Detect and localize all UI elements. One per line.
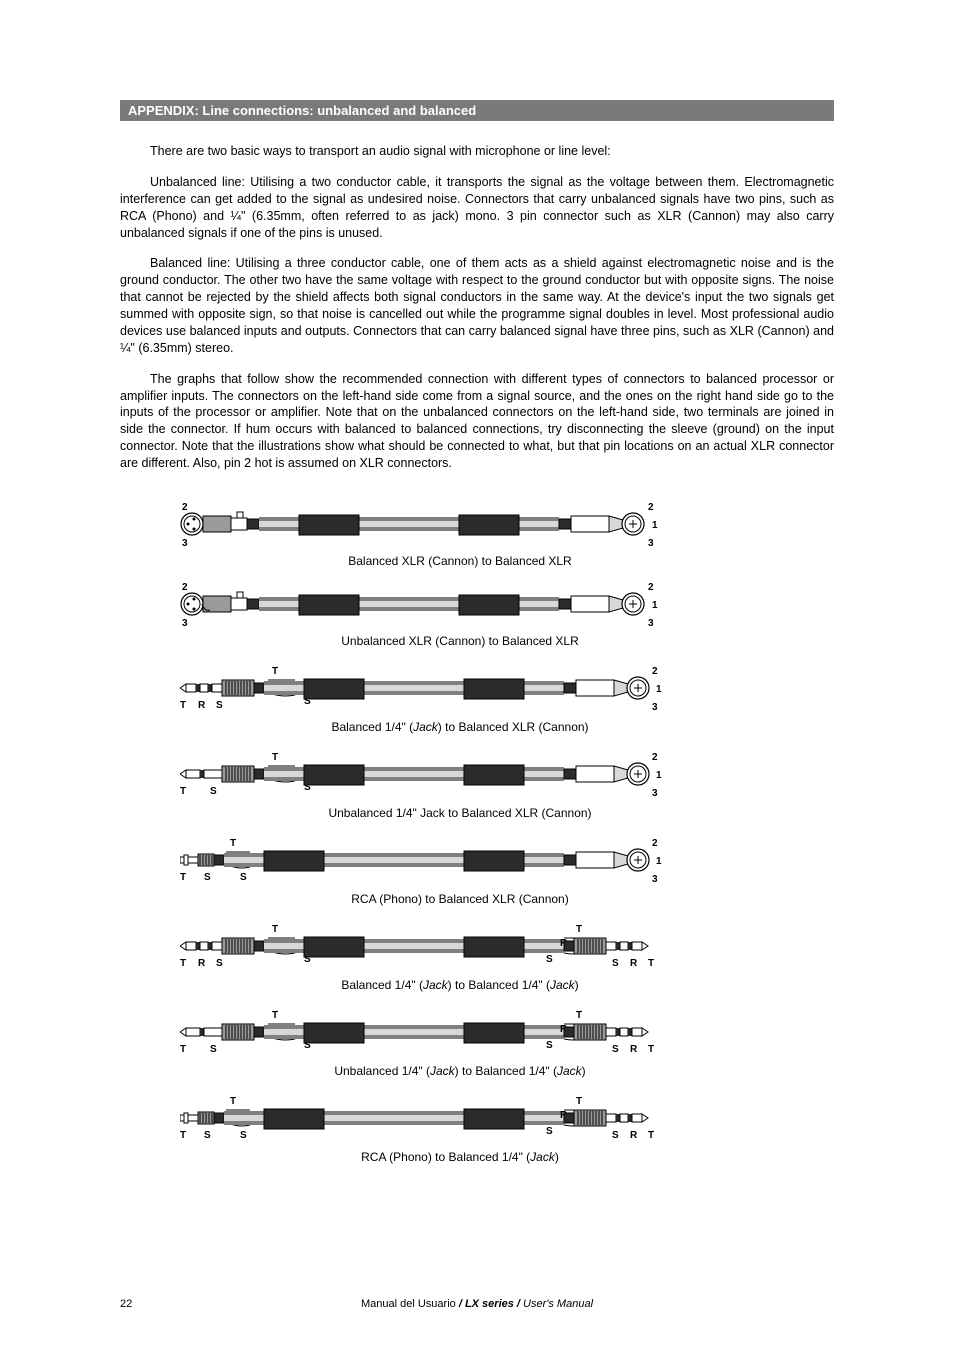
diagram-8-caption: RCA (Phono) to Balanced 1/4" (Jack) bbox=[180, 1150, 740, 1164]
page-footer: 22 Manual del Usuario / LX series / User… bbox=[120, 1298, 834, 1310]
svg-text:1: 1 bbox=[656, 856, 662, 867]
diagram-4: T S T S 2 1 3 Unbalanced 1/4" Jack to Ba… bbox=[180, 748, 740, 820]
diagram-2: 2 1 3 2 1 3 Unbalanced XLR (Cannon) to B… bbox=[180, 582, 740, 648]
svg-text:T: T bbox=[180, 1130, 186, 1141]
diagram-6: T R S T R S T R S S R T Balanced 1/4" (J… bbox=[180, 920, 740, 992]
svg-text:3: 3 bbox=[648, 538, 654, 549]
svg-text:S: S bbox=[216, 958, 223, 969]
svg-text:1: 1 bbox=[652, 600, 658, 611]
diagram-5: T S T S 2 1 3 RCA (Phono) to Balanced XL… bbox=[180, 834, 740, 906]
diagram-6-caption: Balanced 1/4" (Jack) to Balanced 1/4" (J… bbox=[180, 978, 740, 992]
svg-text:T: T bbox=[576, 924, 582, 935]
svg-text:1: 1 bbox=[656, 770, 662, 781]
svg-text:S: S bbox=[546, 954, 553, 965]
svg-text:S: S bbox=[546, 1040, 553, 1051]
svg-text:3: 3 bbox=[182, 618, 188, 629]
diagram-5-caption: RCA (Phono) to Balanced XLR (Cannon) bbox=[180, 892, 740, 906]
svg-text:T: T bbox=[648, 1130, 654, 1141]
svg-text:T: T bbox=[576, 1010, 582, 1021]
paragraph-3: Balanced line: Utilising a three conduct… bbox=[120, 255, 834, 356]
svg-text:R: R bbox=[198, 958, 206, 969]
svg-text:S: S bbox=[546, 1126, 553, 1137]
svg-text:2: 2 bbox=[648, 582, 654, 593]
svg-text:T: T bbox=[272, 924, 278, 935]
svg-text:S: S bbox=[240, 872, 247, 883]
svg-text:S: S bbox=[612, 1044, 619, 1055]
svg-text:3: 3 bbox=[652, 702, 658, 713]
diagrams-area: 2 1 3 2 1 3 Balanced XLR (Cannon) to Bal… bbox=[180, 502, 740, 1164]
svg-text:T: T bbox=[576, 1096, 582, 1107]
svg-text:T: T bbox=[272, 666, 278, 677]
svg-text:S: S bbox=[204, 872, 211, 883]
svg-text:T: T bbox=[230, 838, 236, 849]
svg-text:R: R bbox=[198, 700, 206, 711]
footer-center: Manual del Usuario / LX series / User's … bbox=[361, 1298, 593, 1310]
svg-text:3: 3 bbox=[648, 618, 654, 629]
diagram-2-caption: Unbalanced XLR (Cannon) to Balanced XLR bbox=[180, 634, 740, 648]
section-heading: APPENDIX: Line connections: unbalanced a… bbox=[120, 100, 834, 121]
diagram-7-caption: Unbalanced 1/4" (Jack) to Balanced 1/4" … bbox=[180, 1064, 740, 1078]
svg-text:T: T bbox=[180, 786, 186, 797]
svg-text:T: T bbox=[272, 752, 278, 763]
diagram-7: T S T S T R S S R T Unbalanced 1/4" (Jac… bbox=[180, 1006, 740, 1078]
svg-text:2: 2 bbox=[648, 502, 654, 513]
svg-text:3: 3 bbox=[652, 874, 658, 885]
svg-text:T: T bbox=[272, 1010, 278, 1021]
page-number: 22 bbox=[120, 1298, 132, 1310]
svg-text:T: T bbox=[180, 700, 186, 711]
svg-text:2: 2 bbox=[652, 838, 658, 849]
diagram-3: T R S T R S 2 1 3 Balanced 1/4" (Jack) t… bbox=[180, 662, 740, 734]
svg-text:R: R bbox=[630, 1044, 638, 1055]
svg-text:S: S bbox=[210, 1044, 217, 1055]
svg-text:S: S bbox=[612, 1130, 619, 1141]
svg-text:T: T bbox=[180, 872, 186, 883]
diagram-1: 2 1 3 2 1 3 Balanced XLR (Cannon) to Bal… bbox=[180, 502, 740, 568]
diagram-8: T S T S T R S S R T RC bbox=[180, 1092, 740, 1164]
paragraph-4: The graphs that follow show the recommen… bbox=[120, 371, 834, 472]
svg-text:3: 3 bbox=[652, 788, 658, 799]
svg-text:T: T bbox=[230, 1096, 236, 1107]
svg-text:1: 1 bbox=[652, 520, 658, 531]
svg-text:T: T bbox=[180, 958, 186, 969]
svg-text:R: R bbox=[630, 1130, 638, 1141]
svg-text:R: R bbox=[630, 958, 638, 969]
svg-text:2: 2 bbox=[182, 582, 188, 593]
paragraph-1: There are two basic ways to transport an… bbox=[120, 143, 834, 160]
svg-text:2: 2 bbox=[652, 666, 658, 677]
paragraph-2: Unbalanced line: Utilising a two conduct… bbox=[120, 174, 834, 242]
diagram-1-caption: Balanced XLR (Cannon) to Balanced XLR bbox=[180, 554, 740, 568]
svg-text:2: 2 bbox=[182, 502, 188, 513]
diagram-4-caption: Unbalanced 1/4" Jack to Balanced XLR (Ca… bbox=[180, 806, 740, 820]
svg-text:S: S bbox=[204, 1130, 211, 1141]
body-text: There are two basic ways to transport an… bbox=[120, 143, 834, 472]
diagram-3-caption: Balanced 1/4" (Jack) to Balanced XLR (Ca… bbox=[180, 720, 740, 734]
svg-text:S: S bbox=[210, 786, 217, 797]
svg-text:1: 1 bbox=[656, 684, 662, 695]
svg-text:2: 2 bbox=[652, 752, 658, 763]
svg-text:T: T bbox=[648, 958, 654, 969]
svg-text:S: S bbox=[612, 958, 619, 969]
svg-text:3: 3 bbox=[182, 538, 188, 549]
svg-text:S: S bbox=[216, 700, 223, 711]
svg-text:T: T bbox=[648, 1044, 654, 1055]
svg-text:S: S bbox=[240, 1130, 247, 1141]
svg-text:T: T bbox=[180, 1044, 186, 1055]
